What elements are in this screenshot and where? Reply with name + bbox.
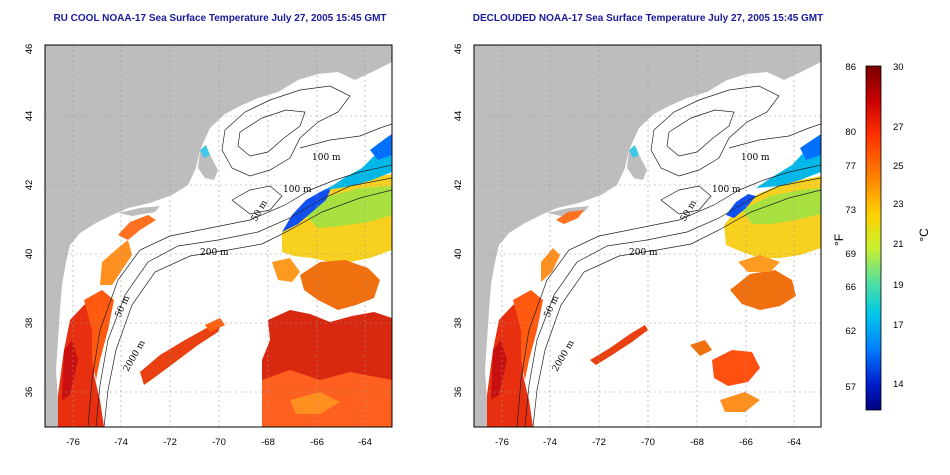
x-tick-left: -76 <box>66 437 80 448</box>
y-tick-left: 44 <box>24 111 35 122</box>
celsius-unit-label: °C <box>917 228 931 242</box>
fahrenheit-tick: 57 <box>845 382 856 393</box>
x-tick-right: -76 <box>495 437 509 448</box>
celsius-tick: 25 <box>893 161 904 172</box>
map-frame-left <box>44 44 393 428</box>
fahrenheit-tick: 62 <box>845 326 856 337</box>
celsius-tick: 30 <box>893 62 904 73</box>
y-tick-right: 42 <box>453 180 464 191</box>
y-tick-left: 46 <box>24 44 35 55</box>
land-long-island-right <box>547 206 589 216</box>
map-panel-right: DECLOUDED NOAA-17 Sea Surface Temperatur… <box>453 13 823 448</box>
contour-label-right-2: 100 m <box>712 185 741 195</box>
panel-title-left: RU COOL NOAA-17 Sea Surface Temperature … <box>53 13 386 24</box>
y-tick-left: 42 <box>24 180 35 191</box>
y-tick-left: 36 <box>24 387 35 398</box>
map-area-right: 100 m 100 m 50 m 200 m 50 m 2000 m <box>474 45 821 427</box>
x-tick-right: -74 <box>543 437 557 448</box>
map-panel-left: RU COOL NOAA-17 Sea Surface Temperature … <box>24 13 393 448</box>
x-tick-left: -64 <box>358 437 372 448</box>
celsius-tick: 27 <box>893 122 904 133</box>
colorbar-celsius-ticks: 30 27 25 23 21 19 17 14 <box>893 62 904 390</box>
fahrenheit-unit-label: °F <box>832 234 846 246</box>
celsius-tick: 21 <box>893 239 904 250</box>
celsius-tick: 23 <box>893 199 904 210</box>
panel-title-right: DECLOUDED NOAA-17 Sea Surface Temperatur… <box>473 13 824 24</box>
fahrenheit-tick: 86 <box>845 62 856 73</box>
contour-label-right-1: 100 m <box>741 153 770 163</box>
y-tick-right: 46 <box>453 44 464 55</box>
y-tick-left: 40 <box>24 249 35 260</box>
contour-label-left-1: 100 m <box>312 153 341 163</box>
x-axis-right: -76 -74 -72 -70 -68 -66 -64 <box>495 437 801 448</box>
sst-patches-left <box>58 134 392 427</box>
x-tick-right: -68 <box>690 437 704 448</box>
x-tick-right: -70 <box>641 437 655 448</box>
x-tick-left: -68 <box>261 437 275 448</box>
y-tick-right: 36 <box>453 387 464 398</box>
fahrenheit-tick: 80 <box>845 127 856 138</box>
fahrenheit-tick: 77 <box>845 161 856 172</box>
map-frame-right <box>473 44 822 428</box>
celsius-tick: 19 <box>893 280 904 291</box>
y-axis-left: 36 38 40 42 44 46 <box>24 44 35 398</box>
y-axis-right: 36 38 40 42 44 46 <box>453 44 464 398</box>
map-area-left: 100 m 100 m 50 m 200 m 50 m 2000 m <box>45 45 392 427</box>
celsius-tick: 14 <box>893 379 904 390</box>
land-cape-left <box>198 150 218 180</box>
x-tick-right: -64 <box>787 437 801 448</box>
land-right <box>474 45 821 427</box>
x-tick-left: -66 <box>310 437 324 448</box>
celsius-tick: 17 <box>893 320 904 331</box>
x-tick-right: -66 <box>739 437 753 448</box>
y-tick-left: 38 <box>24 318 35 329</box>
bathymetry-contours-left <box>87 85 392 427</box>
fahrenheit-tick: 66 <box>845 282 856 293</box>
x-tick-left: -72 <box>163 437 177 448</box>
contour-label-left-2: 100 m <box>283 185 312 195</box>
colorbar: 86 80 77 73 69 66 62 57 30 27 25 23 21 1… <box>832 62 931 411</box>
land-cape-right <box>627 150 647 180</box>
sst-patches-right <box>487 134 821 427</box>
x-tick-right: -72 <box>592 437 606 448</box>
land-left <box>45 45 392 427</box>
fahrenheit-tick: 73 <box>845 205 856 216</box>
y-tick-right: 40 <box>453 249 464 260</box>
contour-label-left-4: 200 m <box>200 248 229 258</box>
land-long-island-left <box>118 206 160 216</box>
colorbar-fahrenheit-ticks: 86 80 77 73 69 66 62 57 <box>845 62 856 393</box>
colorbar-gradient <box>865 65 882 411</box>
x-tick-left: -74 <box>114 437 128 448</box>
contour-label-right-4: 200 m <box>629 248 658 258</box>
x-axis-left: -76 -74 -72 -70 -68 -66 -64 <box>66 437 372 448</box>
y-tick-right: 38 <box>453 318 464 329</box>
bathymetry-contours-right <box>516 85 821 427</box>
x-tick-left: -70 <box>212 437 226 448</box>
y-tick-right: 44 <box>453 111 464 122</box>
fahrenheit-tick: 69 <box>845 249 856 260</box>
